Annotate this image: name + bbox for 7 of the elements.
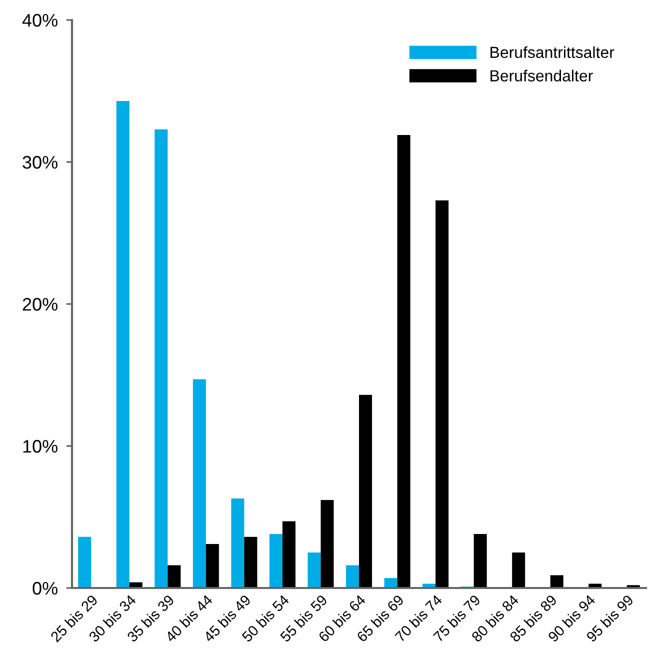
legend-label: Berufsantrittsalter [490,46,614,58]
legend-label: Berufsendalter [490,70,593,82]
y-tick-label: 10% [23,440,58,453]
y-tick-label: 40% [22,14,58,27]
y-tick-label: 30% [22,156,58,169]
y-tick-label: 0% [32,582,58,595]
y-tick-label: 20% [22,298,58,311]
